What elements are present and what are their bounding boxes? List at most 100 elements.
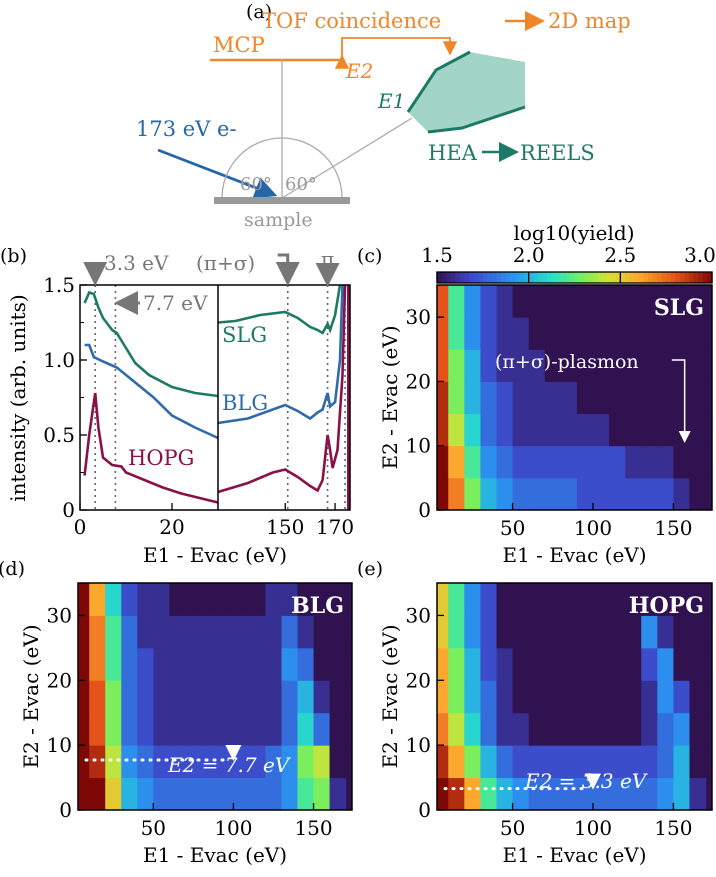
heatmap-cell	[512, 381, 530, 415]
heatmap-cell	[625, 615, 642, 649]
heatmap-cell	[512, 413, 530, 447]
heatmap-cell	[480, 413, 498, 447]
heatmap-cell	[528, 615, 546, 649]
heatmap-cell	[673, 349, 690, 382]
plot-frame	[436, 582, 713, 811]
x-tick-label: 50	[141, 816, 166, 840]
heatmap-cell	[576, 349, 594, 382]
colorbar-segment	[556, 272, 562, 283]
heatmap-cell	[689, 477, 707, 510]
y-tick-label: 1.5	[43, 273, 75, 297]
heatmap-cell	[89, 745, 106, 779]
heatmap-cell	[657, 647, 674, 681]
heatmap-cell	[89, 583, 106, 616]
heatmap-cell	[448, 647, 465, 681]
heatmap-cell	[448, 413, 465, 447]
heatmap-cell	[576, 445, 594, 479]
panel-b-label: (b)	[0, 245, 27, 267]
heatmap-cell	[592, 285, 610, 318]
colorbar-segment	[638, 272, 644, 283]
heatmap-cell	[78, 583, 90, 616]
heatmap-cell	[153, 583, 170, 616]
y-tick-label: 20	[406, 668, 431, 692]
colorbar-segment	[524, 272, 530, 283]
colorbar-segment	[643, 272, 649, 283]
series-line-hopg-right	[217, 284, 347, 494]
heatmap-cell	[217, 615, 234, 649]
colorbar-segment	[501, 272, 507, 283]
heatmap-cell	[121, 680, 138, 714]
heatmap-cell	[544, 745, 562, 779]
x-tick-label: 100	[574, 816, 612, 840]
map-label: 2D map	[548, 9, 631, 33]
heatmap-cell	[121, 712, 138, 746]
heatmap-cell	[105, 583, 122, 616]
colorbar-segment	[547, 272, 553, 283]
heatmap-cell	[689, 615, 707, 649]
heatmap-cell	[512, 445, 530, 479]
y-tick-label: 0.5	[43, 423, 75, 447]
colorbar-segment	[689, 272, 695, 283]
heatmap-cell	[169, 647, 186, 681]
heatmap-cell	[689, 680, 707, 714]
heatmap-cell	[625, 477, 642, 510]
heatmap-cell	[437, 477, 449, 510]
heatmap-cell	[496, 413, 514, 447]
colorbar-segment	[579, 272, 585, 283]
heatmap-cell	[592, 349, 610, 382]
colorbar-tick-label: 1.5	[421, 243, 453, 267]
heatmap-cell	[297, 647, 315, 681]
heatmap-cell	[560, 777, 578, 810]
heatmap-cell	[137, 712, 154, 746]
heatmap-cells	[437, 285, 712, 510]
heatmap-cell	[137, 745, 154, 779]
heatmap-cell	[689, 317, 707, 350]
heatmap-cell	[329, 583, 347, 616]
heatmap-cell	[185, 680, 202, 714]
annotation-arrow-pi-sigma	[275, 253, 300, 286]
heatmap-cell	[625, 745, 642, 779]
heatmap-cell	[329, 712, 347, 746]
heatmap-cell	[185, 583, 202, 616]
y-tick-label: 10	[406, 434, 431, 458]
heatmap-cell	[105, 745, 122, 779]
heatmap-cell	[121, 583, 138, 616]
heatmap-cell	[153, 712, 170, 746]
heatmap-cell	[480, 615, 498, 649]
panel-d-heatmap: BLG (d) 50 100 150 0 10 20 30 E1 - Evac (eV) E2 - …	[0, 558, 353, 867]
heatmap-cell	[437, 349, 449, 382]
heatmap-cell	[641, 745, 658, 779]
heatmap-cells	[437, 583, 712, 810]
heatmap-cell	[249, 615, 266, 649]
heatmap-cell	[544, 647, 562, 681]
heatmap-cell	[464, 413, 481, 447]
heatmap-cell	[185, 712, 202, 746]
series-line-hopg-left	[83, 392, 219, 504]
sample-plate	[214, 197, 350, 204]
heatmap-cell	[185, 647, 202, 681]
heatmap-cell	[544, 680, 562, 714]
heatmap-cell	[560, 583, 578, 616]
colorbar-segment	[496, 272, 502, 283]
x-tick-label: 150	[266, 515, 304, 539]
panel-a-label: (a)	[246, 1, 272, 23]
heatmap-cell	[89, 615, 106, 649]
angle-right-label: 60°	[285, 174, 317, 195]
heatmap-cell	[657, 317, 674, 350]
tof-label: TOF coincidence	[262, 9, 441, 33]
heatmap-cell	[576, 381, 594, 415]
y-tick-label: 10	[406, 733, 431, 757]
heatmap-cell	[673, 712, 690, 746]
heatmap-cell	[641, 477, 658, 510]
heatmap-cell	[512, 285, 530, 318]
heatmap-cell	[609, 285, 626, 318]
heatmap-cell	[560, 285, 578, 318]
heatmap-cell	[480, 777, 498, 810]
colorbar-segment	[597, 272, 603, 283]
heatmap-cell	[169, 583, 186, 616]
y-tick-label: 30	[406, 305, 431, 329]
colorbar-segment	[606, 272, 612, 283]
heatmap-cell	[448, 445, 465, 479]
heatmap-cell	[528, 477, 546, 510]
x-tick-label: 150	[294, 816, 332, 840]
